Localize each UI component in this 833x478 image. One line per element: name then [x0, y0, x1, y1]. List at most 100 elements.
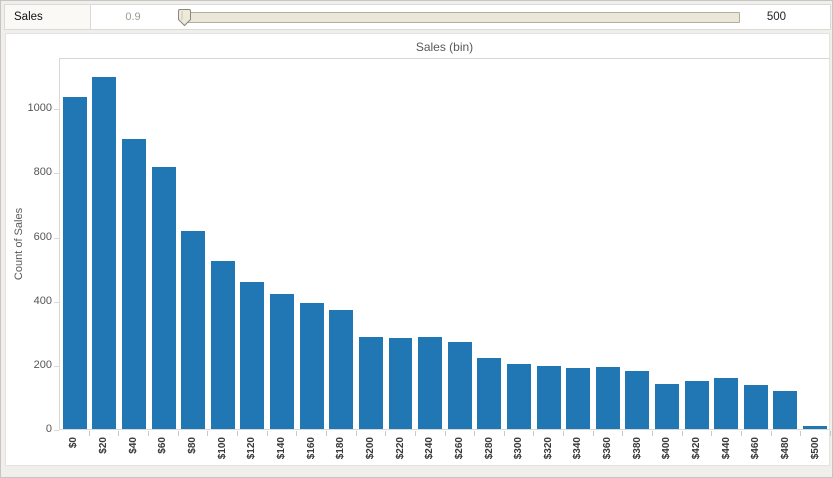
x-tick-label: $20 — [97, 437, 109, 454]
parameter-slider-track[interactable] — [181, 12, 740, 23]
x-label-slot: $420 — [682, 437, 712, 465]
y-tick-mark — [54, 109, 59, 111]
x-label-slot: $380 — [622, 437, 652, 465]
histogram-bar-$300[interactable] — [506, 363, 531, 429]
bar-slot — [800, 59, 830, 429]
x-tick-mark — [592, 431, 594, 436]
x-tick-label: $400 — [661, 437, 673, 460]
chart-panel: Sales (bin) Count of Sales $0 $20 $40 $60 $8… — [5, 33, 831, 466]
x-tick-label: $320 — [542, 437, 554, 460]
x-tick-label: $60 — [157, 437, 169, 454]
x-tick-mark — [681, 431, 683, 436]
histogram-bar-$0[interactable] — [62, 97, 87, 429]
x-label-slot: $260 — [445, 437, 475, 465]
y-tick-mark — [54, 365, 59, 367]
x-tick-label: $280 — [483, 437, 495, 460]
x-label-slot: $80 — [178, 437, 208, 465]
parameter-name-label: Sales — [5, 5, 91, 29]
histogram-bar-$320[interactable] — [536, 366, 561, 429]
histogram-bar-$180[interactable] — [329, 310, 354, 429]
x-tick-label: $180 — [335, 437, 347, 460]
histogram-bar-$80[interactable] — [181, 230, 206, 429]
bar-slot — [475, 59, 505, 429]
histogram-bar-$500[interactable] — [803, 426, 828, 429]
parameter-max-label: 500 — [766, 11, 786, 23]
x-tick-label: $460 — [750, 437, 762, 460]
x-tick-label: $120 — [246, 437, 258, 460]
histogram-bar-$40[interactable] — [122, 139, 146, 429]
x-tick-mark — [622, 431, 624, 436]
histogram-bar-$340[interactable] — [566, 367, 591, 429]
histogram-bar-$380[interactable] — [625, 371, 650, 429]
bar-slot — [504, 59, 534, 429]
bar-slot — [741, 59, 771, 429]
bar-slot — [60, 59, 90, 429]
histogram-bar-$280[interactable] — [477, 358, 502, 429]
histogram-bar-$360[interactable] — [595, 367, 620, 429]
x-label-slot: $160 — [296, 437, 326, 465]
x-tick-mark — [266, 431, 268, 436]
x-label-slot: $100 — [207, 437, 237, 465]
histogram-bar-$400[interactable] — [655, 383, 679, 429]
y-tick-label: 600 — [33, 230, 52, 243]
x-label-slot: $280 — [474, 437, 504, 465]
histogram-bar-$160[interactable] — [299, 303, 324, 429]
x-tick-mark — [177, 431, 179, 436]
x-tick-label: $100 — [216, 437, 228, 460]
x-tick-label: $40 — [127, 437, 139, 454]
x-tick-label: $500 — [809, 437, 821, 460]
histogram-bar-$460[interactable] — [743, 384, 768, 429]
bar-slot — [593, 59, 623, 429]
x-tick-label: $440 — [720, 437, 732, 460]
bar-slot — [326, 59, 356, 429]
x-tick-label: $0 — [68, 437, 80, 449]
histogram-bar-$440[interactable] — [714, 377, 739, 429]
bar-slot — [267, 59, 297, 429]
x-label-slot: $140 — [267, 437, 297, 465]
parameter-current-value[interactable]: 0.9 — [125, 11, 141, 23]
parameter-slider-handle-icon[interactable] — [177, 8, 193, 27]
plot-area — [59, 58, 830, 430]
histogram-bar-$100[interactable] — [210, 260, 235, 429]
bar-slot — [356, 59, 386, 429]
x-tick-mark — [444, 431, 446, 436]
x-label-slot: $240 — [415, 437, 445, 465]
histogram-bar-$420[interactable] — [684, 380, 709, 429]
x-label-slot: $300 — [504, 437, 534, 465]
x-tick-mark — [118, 431, 120, 436]
x-label-slot: $200 — [356, 437, 386, 465]
histogram-bar-$220[interactable] — [388, 338, 413, 429]
histogram-bar-$120[interactable] — [240, 281, 265, 429]
x-tick-mark — [236, 431, 238, 436]
histogram-bar-$60[interactable] — [151, 167, 176, 429]
x-tick-mark — [414, 431, 416, 436]
bar-slot — [534, 59, 564, 429]
y-tick-mark — [54, 301, 59, 303]
bar-slot — [445, 59, 475, 429]
histogram-bar-$480[interactable] — [773, 391, 798, 429]
histogram-bar-$200[interactable] — [358, 337, 383, 429]
histogram-bar-$20[interactable] — [92, 76, 117, 429]
histogram-bar-$240[interactable] — [418, 336, 443, 429]
bar-slot — [238, 59, 268, 429]
x-tick-label: $80 — [186, 437, 198, 454]
x-tick-label: $340 — [572, 437, 584, 460]
y-axis-title: Count of Sales — [13, 207, 25, 281]
x-tick-label: $240 — [424, 437, 436, 460]
x-label-slot: $20 — [89, 437, 119, 465]
bar-slot — [90, 59, 120, 429]
x-tick-mark — [563, 431, 565, 436]
chart-title: Sales (bin) — [415, 40, 474, 54]
x-tick-label: $300 — [513, 437, 525, 460]
bar-slot — [386, 59, 416, 429]
bar-slot — [178, 59, 208, 429]
y-tick-label: 0 — [45, 423, 52, 435]
histogram-bar-$140[interactable] — [270, 293, 295, 429]
histogram-bar-$260[interactable] — [447, 342, 472, 429]
x-tick-label: $140 — [275, 437, 287, 460]
x-label-slot: $400 — [652, 437, 682, 465]
bar-slot — [771, 59, 801, 429]
x-label-slot: $440 — [711, 437, 741, 465]
x-label-slot: $480 — [771, 437, 801, 465]
x-tick-mark — [296, 431, 298, 436]
